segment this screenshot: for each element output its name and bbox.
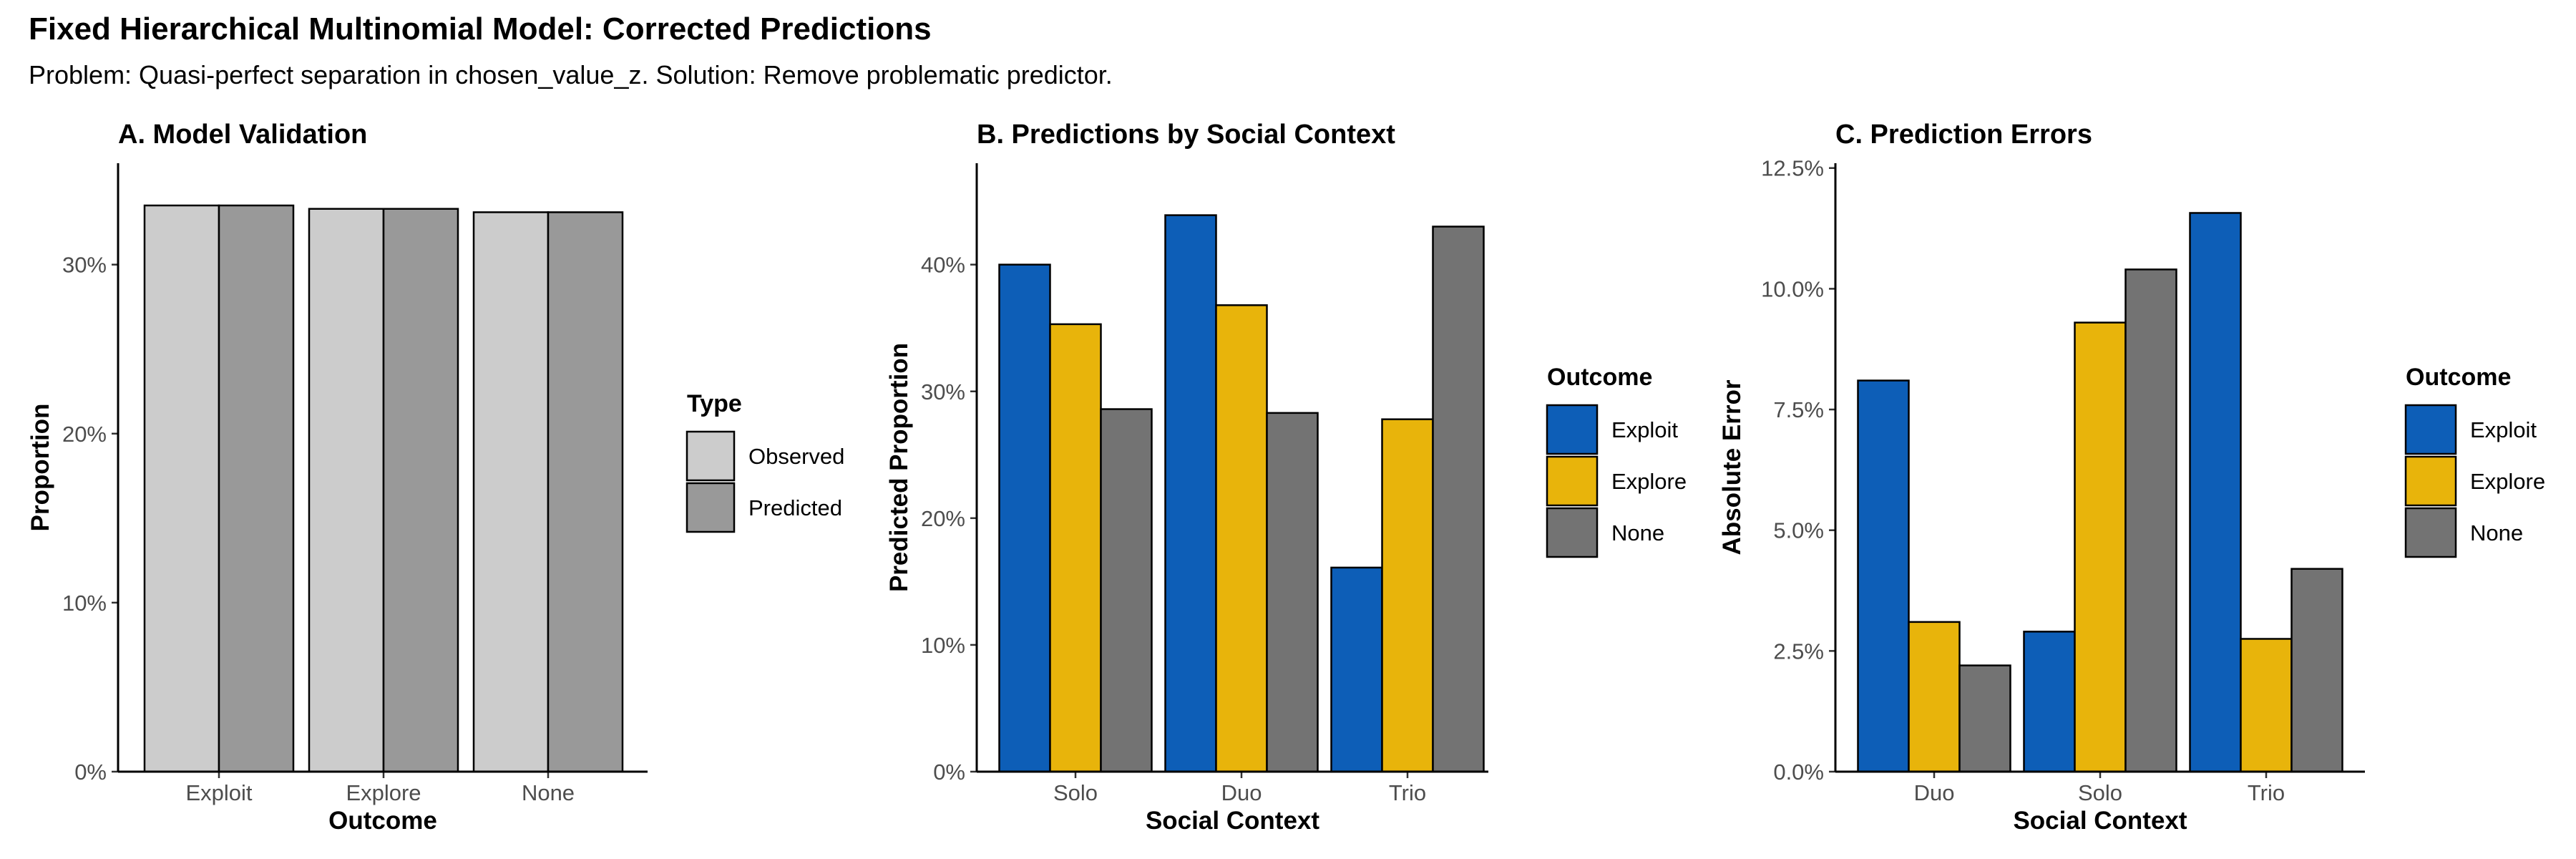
y-axis-title: Absolute Error bbox=[1718, 379, 1746, 555]
y-tick-label: 10% bbox=[62, 591, 107, 616]
y-tick-label: 10% bbox=[921, 633, 965, 658]
x-axis-title: Social Context bbox=[1146, 807, 1319, 835]
bar-explore-solo bbox=[2074, 321, 2127, 773]
panel-title: B. Predictions by Social Context bbox=[977, 120, 1395, 150]
bar-none-trio bbox=[2290, 568, 2343, 773]
x-tick-label: Duo bbox=[1221, 780, 1262, 805]
x-tick-label: Duo bbox=[1914, 780, 1955, 805]
legend-label-predicted: Predicted bbox=[748, 495, 842, 520]
panel-title: A. Model Validation bbox=[118, 120, 367, 150]
legend: Outcome Exploit Explore None bbox=[1546, 364, 1687, 558]
y-tick-label: 5.0% bbox=[1773, 518, 1824, 543]
y-tick-label: 12.5% bbox=[1761, 156, 1824, 181]
bar-explore-duo bbox=[1908, 621, 1961, 773]
y-tick-label: 20% bbox=[921, 506, 965, 531]
x-tick-label: Solo bbox=[2078, 780, 2122, 805]
y-tick-label: 0.0% bbox=[1773, 759, 1824, 785]
legend-label-exploit: Exploit bbox=[1611, 417, 1678, 442]
x-tick-label: None bbox=[522, 780, 575, 805]
legend-swatch-explore bbox=[2404, 455, 2457, 507]
figure-subtitle: Problem: Quasi-perfect separation in cho… bbox=[29, 60, 1113, 89]
bar-exploit-trio bbox=[2189, 212, 2242, 773]
legend-title: Outcome bbox=[2406, 364, 2511, 391]
legend-label-explore: Explore bbox=[2470, 469, 2545, 494]
y-axis-title: Proportion bbox=[26, 404, 54, 532]
chart-panel-2: B. Predictions by Social Context Solo Duo T… bbox=[885, 120, 1687, 835]
legend: Outcome Exploit Explore None bbox=[2404, 364, 2545, 558]
legend-swatch-exploit bbox=[1546, 404, 1599, 455]
panel-title: C. Prediction Errors bbox=[1835, 120, 2092, 150]
chart-panel-3: C. Prediction Errors Duo Solo Trio 0.0% 2.5% 5… bbox=[1718, 120, 2545, 835]
legend-title: Outcome bbox=[1547, 364, 1652, 391]
x-tick-label: Trio bbox=[2248, 780, 2285, 805]
bar-none-duo bbox=[1958, 664, 2011, 773]
legend-swatch-predicted bbox=[686, 482, 736, 533]
y-tick-label: 0% bbox=[933, 759, 965, 785]
x-tick-label: Trio bbox=[1389, 780, 1426, 805]
bar-exploit-duo bbox=[1857, 379, 1910, 773]
bar-exploit-duo bbox=[1164, 214, 1217, 773]
legend-label-none: None bbox=[2470, 520, 2523, 545]
y-tick-label: 10.0% bbox=[1761, 276, 1824, 301]
chart-panel-1: A. Model Validation Exploit Explore None 0% 1… bbox=[26, 120, 844, 835]
bar-predicted-explore bbox=[382, 208, 459, 773]
legend-swatch-none bbox=[2404, 507, 2457, 558]
bar-none-trio bbox=[1432, 225, 1485, 773]
bar-exploit-trio bbox=[1330, 566, 1383, 773]
y-axis-title: Predicted Proportion bbox=[885, 343, 913, 592]
legend-label-none: None bbox=[1611, 520, 1664, 545]
y-tick-label: 30% bbox=[921, 379, 965, 404]
legend-swatch-observed bbox=[686, 430, 736, 482]
legend-label-observed: Observed bbox=[748, 444, 844, 469]
bar-explore-trio bbox=[1381, 418, 1434, 773]
legend-swatch-explore bbox=[1546, 455, 1599, 507]
x-tick-label: Exploit bbox=[185, 780, 252, 805]
y-tick-label: 30% bbox=[62, 253, 107, 278]
bar-exploit-solo bbox=[2023, 631, 2076, 773]
y-tick-label: 7.5% bbox=[1773, 397, 1824, 422]
bar-observed-explore bbox=[308, 208, 385, 773]
y-tick-label: 2.5% bbox=[1773, 639, 1824, 664]
bar-explore-duo bbox=[1215, 304, 1268, 773]
bar-none-duo bbox=[1266, 412, 1319, 773]
x-tick-label: Explore bbox=[346, 780, 421, 805]
legend-label-exploit: Exploit bbox=[2470, 417, 2537, 442]
bar-none-solo bbox=[1100, 408, 1153, 773]
legend-swatch-exploit bbox=[2404, 404, 2457, 455]
bar-observed-none bbox=[472, 211, 550, 773]
y-tick-label: 20% bbox=[62, 422, 107, 447]
legend-swatch-none bbox=[1546, 507, 1599, 558]
figure-title: Fixed Hierarchical Multinomial Model: Co… bbox=[29, 11, 932, 47]
bar-exploit-solo bbox=[998, 263, 1051, 773]
bar-predicted-exploit bbox=[218, 204, 295, 773]
bar-observed-exploit bbox=[143, 204, 220, 773]
legend-title: Type bbox=[687, 390, 742, 417]
x-tick-label: Solo bbox=[1053, 780, 1098, 805]
bar-none-solo bbox=[2124, 268, 2177, 773]
bar-predicted-none bbox=[547, 211, 624, 773]
bar-explore-trio bbox=[2240, 638, 2293, 773]
legend-label-explore: Explore bbox=[1611, 469, 1687, 494]
x-axis-title: Social Context bbox=[2013, 807, 2187, 835]
y-tick-label: 0% bbox=[74, 759, 107, 785]
x-axis-title: Outcome bbox=[328, 807, 437, 835]
bar-explore-solo bbox=[1049, 323, 1102, 773]
legend: Type Observed Predicted bbox=[686, 390, 844, 533]
y-tick-label: 40% bbox=[921, 253, 965, 278]
